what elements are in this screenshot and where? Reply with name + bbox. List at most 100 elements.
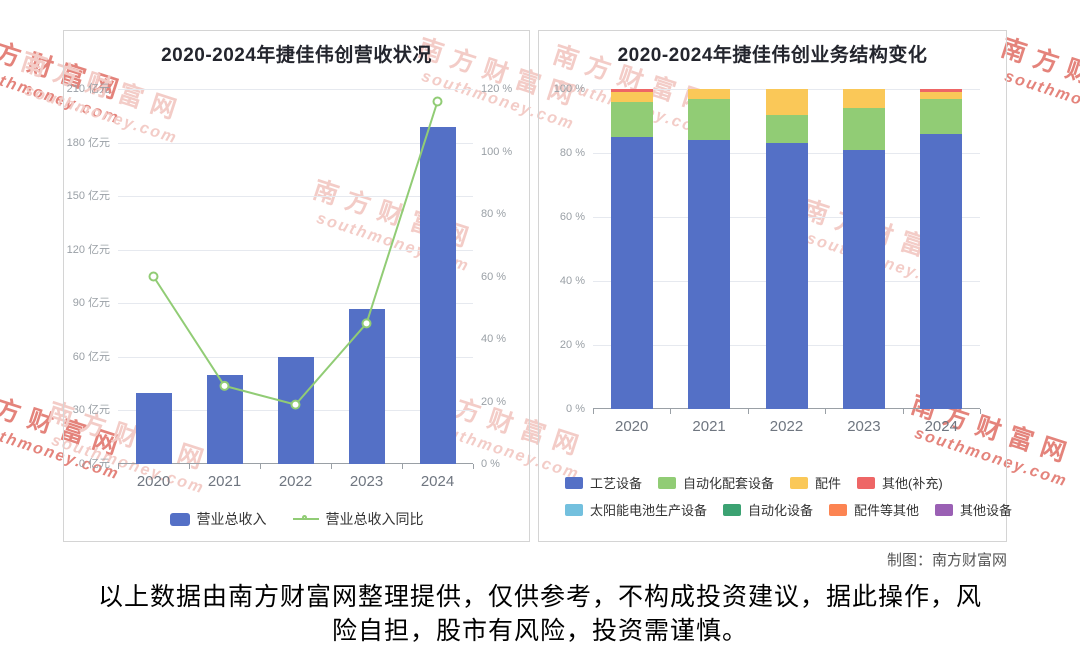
stack-segment <box>610 92 653 102</box>
legend-item: 配件 <box>790 473 841 492</box>
revenue-bar <box>135 392 172 464</box>
chart-credit: 制图：南方财富网 <box>886 552 1007 569</box>
legend-label: 营业总收入同比 <box>325 511 424 527</box>
legend-swatch <box>935 503 954 516</box>
legend-label: 营业总收入 <box>196 511 267 527</box>
stack-segment <box>920 133 963 409</box>
structure-plot-area: 0 % 20 % 40 % 60 % 80 % 100 % 2020 2021 2022 2023… <box>554 83 981 435</box>
stack-segment <box>842 108 885 150</box>
stack-segment <box>765 143 808 409</box>
stack-segment <box>765 89 808 115</box>
legend-label: 其他(补充) <box>882 476 943 491</box>
gridline <box>118 303 473 305</box>
x-axis-category: 2023 <box>847 418 881 435</box>
legend-swatch-bar <box>169 512 190 526</box>
legend-item: 自动化设备 <box>723 500 813 519</box>
y-axis-tick-label-right: 0 % <box>481 458 500 470</box>
legend-swatch <box>723 503 742 516</box>
legend-swatch-line <box>292 515 319 520</box>
revenue-chart-panel: 2020-2024年捷佳伟创营收状况 0 亿元 30 亿元 60 亿元 90 亿元 12… <box>63 30 530 542</box>
y-axis-tick-label-right: 120 % <box>481 83 513 95</box>
y-axis-tick-label-right: 40 % <box>481 333 507 345</box>
x-axis-category: 2022 <box>278 473 313 490</box>
structure-chart-title: 2020-2024年捷佳伟创业务结构变化 <box>617 45 928 66</box>
y-axis-tick-label: 150 亿元 <box>66 190 110 203</box>
stack-segment <box>688 89 731 99</box>
gridline <box>118 249 473 251</box>
watermark-brand: 南方财富网 <box>997 33 1080 113</box>
revenue-bar <box>277 356 314 464</box>
watermark-domain: southmoney.com <box>1002 67 1080 134</box>
revenue-plot-area: 0 亿元 30 亿元 60 亿元 90 亿元 120 亿元 150 亿元 180 亿元 210… <box>67 83 513 490</box>
legend-swatch <box>565 503 583 516</box>
legend-swatch <box>565 476 583 489</box>
legend-label: 配件等其他 <box>854 503 920 518</box>
x-axis-category: 2024 <box>420 473 455 490</box>
axis-tick-mark <box>189 464 190 469</box>
legend-label: 自动化配套设备 <box>683 476 775 491</box>
disclaimer: 以上数据由南方财富网整理提供，仅供参考，不构成投资建议，据此操作，风 险自担，股… <box>0 580 1080 646</box>
legend-item: 配件等其他 <box>829 500 919 519</box>
stack-segment <box>842 149 885 409</box>
axis-tick-mark <box>902 409 904 414</box>
structure-chart-panel: 2020-2024年捷佳伟创业务结构变化 0 % 20 % 40 % 60 % 80 %… <box>538 30 1012 542</box>
y-axis-tick-label: 180 亿元 <box>66 136 110 149</box>
revenue-bar <box>419 126 456 464</box>
legend-label: 工艺设备 <box>590 476 643 491</box>
legend-label: 自动化设备 <box>748 503 814 518</box>
legend-item: 其他(补充) <box>857 473 943 492</box>
x-axis-category: 2022 <box>769 418 804 435</box>
legend-item: 其他设备 <box>935 500 1012 519</box>
stack-segment <box>610 89 653 93</box>
axis-tick-mark <box>402 464 403 469</box>
y-axis-tick-label-right: 20 % <box>481 395 507 408</box>
gridline <box>118 196 473 198</box>
legend-swatch <box>658 476 677 489</box>
stack-segment <box>610 101 653 137</box>
stack-segment <box>920 92 963 99</box>
y-axis-tick-label-right: 60 % <box>481 270 507 283</box>
revenue-legend: 营业总收入 营业总收入同比 <box>64 509 529 529</box>
stack-segment <box>610 137 653 409</box>
y-axis-tick-label: 30 亿元 <box>72 404 110 417</box>
y-axis-tick-label: 20 % <box>559 339 585 351</box>
y-axis-tick-label: 90 亿元 <box>72 297 110 310</box>
legend-item-revenue: 营业总收入 <box>169 509 267 529</box>
stack-segment <box>842 89 885 109</box>
y-axis-tick-label: 40 % <box>559 275 585 287</box>
legend-item: 太阳能电池生产设备 <box>565 500 707 519</box>
gridline <box>118 89 473 90</box>
axis-tick-mark <box>980 409 981 414</box>
y-axis-tick-label: 100 % <box>553 83 585 95</box>
gridline <box>118 142 473 144</box>
y-axis-tick-label: 0 亿元 <box>78 458 110 470</box>
legend-label: 配件 <box>815 476 842 491</box>
legend-item-yoy: 营业总收入同比 <box>292 509 424 529</box>
y-axis-tick-label: 80 % <box>559 147 585 159</box>
structure-legend: 工艺设备 自动化配套设备 配件 其他(补充) 太阳能电池生产设备 自动化设备 配件等其他 其他… <box>539 473 1012 527</box>
x-axis-category: 2023 <box>349 473 384 490</box>
axis-tick-mark <box>593 409 594 414</box>
y-axis-tick-label-right: 80 % <box>481 208 507 220</box>
disclaimer-line1: 以上数据由南方财富网整理提供，仅供参考，不构成投资建议，据此操作，风 <box>97 583 982 611</box>
revenue-bar <box>348 308 385 464</box>
axis-tick-mark <box>331 464 332 469</box>
stack-segment <box>688 98 731 141</box>
x-axis-category: 2021 <box>207 473 242 490</box>
y-axis-tick-label: 0 % <box>566 403 585 415</box>
legend-swatch <box>790 476 809 489</box>
legend-row: 太阳能电池生产设备 自动化设备 配件等其他 其他设备 <box>565 500 1012 519</box>
y-axis-tick-label: 60 % <box>559 211 585 223</box>
x-axis-category: 2024 <box>924 418 958 435</box>
stack-segment <box>920 98 963 134</box>
x-axis-category: 2021 <box>692 418 726 435</box>
stack-segment <box>765 114 808 144</box>
yoy-line <box>148 96 443 410</box>
x-axis-category: 2020 <box>615 418 649 435</box>
legend-line-marker-icon <box>301 515 307 520</box>
legend-swatch <box>829 503 848 516</box>
stack-segment <box>688 140 731 409</box>
y-axis-tick-label-right: 100 % <box>481 145 513 158</box>
x-axis-category: 2020 <box>136 473 171 490</box>
